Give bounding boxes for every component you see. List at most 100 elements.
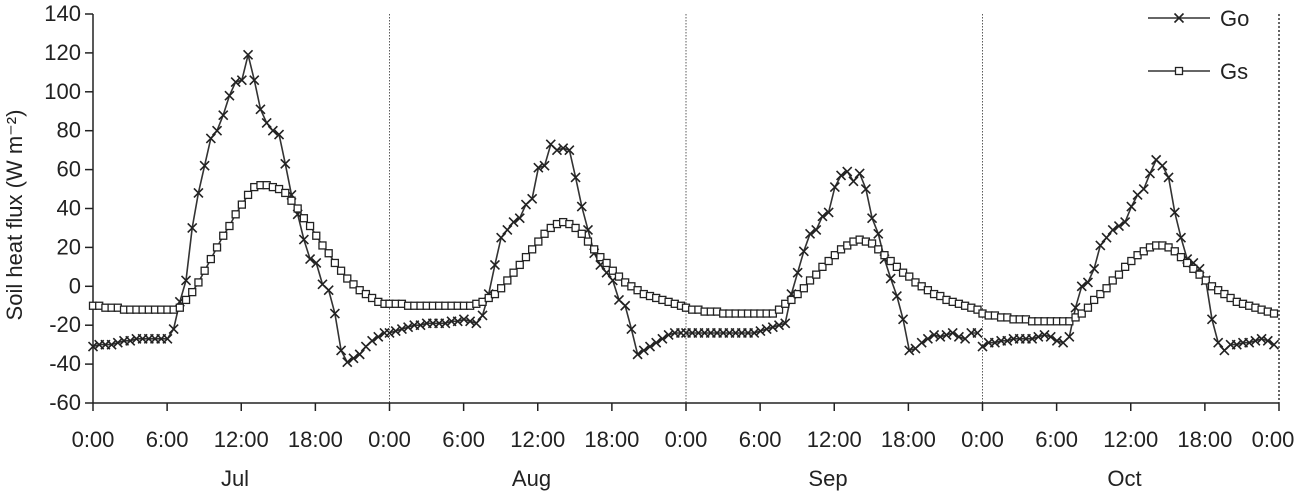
marker-x — [162, 333, 173, 344]
marker-x — [1175, 232, 1187, 243]
marker-square — [212, 243, 222, 252]
marker-x — [891, 290, 902, 302]
marker-square — [293, 204, 302, 213]
marker-square — [577, 229, 586, 238]
marker-x — [935, 331, 946, 342]
marker-square — [343, 274, 352, 283]
marker-x — [780, 318, 791, 329]
x-tick-label: 0:00 — [961, 427, 1004, 452]
marker-square — [1170, 247, 1179, 256]
marker-square — [824, 256, 833, 266]
marker-x — [205, 133, 216, 144]
marker-square — [571, 223, 580, 233]
marker-x — [644, 341, 656, 352]
x-tick-label: 0:00 — [665, 427, 708, 452]
marker-x — [87, 341, 99, 352]
marker-x — [749, 327, 760, 339]
marker-x — [1107, 224, 1118, 235]
marker-square — [540, 229, 549, 238]
y-tick-label: 80 — [57, 118, 81, 143]
marker-x — [798, 246, 809, 257]
month-label: Aug — [512, 466, 551, 491]
x-tick-label: 12:00 — [214, 427, 269, 452]
series-line-Gs — [685, 238, 978, 315]
marker-x — [1169, 207, 1180, 218]
marker-square — [237, 200, 247, 209]
marker-x — [804, 228, 816, 239]
marker-x — [533, 162, 544, 173]
marker-x — [829, 182, 840, 193]
marker-x — [620, 300, 631, 311]
legend-marker-square — [1174, 66, 1184, 76]
marker-square — [349, 280, 358, 289]
marker-x — [193, 187, 204, 199]
y-tick-label: 100 — [44, 79, 81, 104]
marker-x — [298, 234, 309, 245]
marker-x — [1244, 337, 1255, 348]
marker-x — [564, 145, 575, 156]
marker-square — [1102, 284, 1111, 293]
marker-x — [1002, 335, 1013, 346]
marker-x — [929, 329, 940, 340]
marker-x — [761, 324, 772, 335]
marker-x — [1231, 339, 1242, 350]
marker-square — [287, 196, 296, 205]
marker-square — [805, 276, 815, 285]
marker-x — [558, 143, 569, 154]
marker-x — [1064, 331, 1075, 342]
y-axis-label: Soil heat flux (W m⁻²) — [2, 110, 27, 321]
marker-x — [626, 324, 637, 335]
marker-square — [231, 210, 240, 219]
marker-x — [817, 211, 828, 222]
marker-x — [415, 320, 426, 331]
x-tick-label: 6:00 — [146, 427, 189, 452]
marker-square — [490, 289, 500, 299]
marker-x — [489, 259, 501, 270]
marker-x — [211, 125, 223, 136]
marker-square — [1114, 270, 1124, 279]
x-tick-label: 12:00 — [1103, 427, 1158, 452]
month-label: Jul — [221, 466, 249, 491]
marker-square — [1189, 264, 1198, 273]
marker-x — [885, 273, 896, 284]
marker-x — [224, 90, 235, 101]
marker-square — [602, 258, 611, 268]
marker-square — [880, 251, 889, 260]
marker-x — [1089, 263, 1100, 274]
marker-x — [823, 207, 834, 218]
marker-square — [874, 245, 883, 254]
marker-x — [835, 170, 847, 181]
marker-x — [1039, 329, 1050, 340]
marker-square — [206, 254, 215, 264]
marker-x — [1120, 217, 1131, 228]
marker-x — [168, 324, 179, 335]
marker-x — [767, 322, 778, 333]
marker-square — [318, 241, 327, 250]
marker-x — [638, 345, 649, 356]
marker-square — [812, 270, 821, 279]
month-label: Oct — [1107, 466, 1141, 491]
x-tick-label: 0:00 — [368, 427, 411, 452]
x-tick-label: 18:00 — [881, 427, 936, 452]
marker-x — [904, 345, 915, 356]
marker-x — [342, 357, 353, 368]
y-tick-label: 20 — [57, 234, 81, 259]
marker-square — [312, 231, 321, 240]
marker-x — [755, 325, 766, 337]
marker-x — [527, 193, 538, 204]
x-tick-label: 6:00 — [739, 427, 782, 452]
y-tick-label: -60 — [49, 390, 81, 415]
y-tick-label: -40 — [49, 351, 81, 376]
y-tick-label: 140 — [44, 1, 81, 26]
marker-square — [1183, 258, 1192, 268]
marker-x — [230, 77, 241, 88]
marker-x — [1101, 232, 1112, 243]
marker-square — [892, 262, 902, 272]
marker-x — [403, 322, 414, 333]
marker-x — [1126, 201, 1137, 212]
y-tick-label: -20 — [49, 312, 81, 337]
marker-x — [1163, 172, 1174, 183]
marker-x — [941, 329, 952, 340]
marker-x — [1045, 331, 1056, 342]
